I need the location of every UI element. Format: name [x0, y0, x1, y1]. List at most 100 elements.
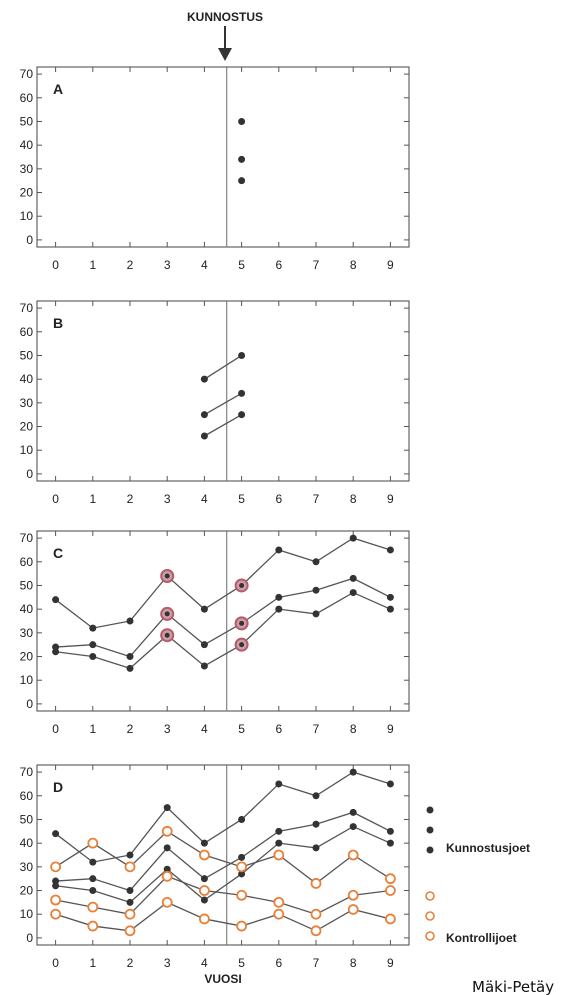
x-tick-label: 3 [164, 258, 171, 272]
series-line [204, 355, 241, 379]
x-tick-label: 6 [275, 492, 282, 506]
y-tick-label: 0 [26, 697, 33, 711]
x-tick-label: 6 [275, 258, 282, 272]
data-point [51, 910, 60, 919]
y-tick-label: 20 [20, 650, 34, 664]
legend-marker-control [426, 892, 434, 900]
data-point [89, 887, 96, 894]
data-point [238, 816, 245, 823]
data-point [51, 896, 60, 905]
data-point [200, 886, 209, 895]
x-tick-label: 1 [89, 722, 96, 736]
x-tick-label: 4 [201, 492, 208, 506]
credit-text: Mäki-Petäy [472, 978, 554, 995]
data-point [88, 903, 97, 912]
panel-a: 0 10 20 30 40 50 60 70 0 1 2 3 4 5 6 7 8 9 A [20, 67, 409, 272]
x-tick-label: 2 [127, 492, 134, 506]
data-point [238, 177, 245, 184]
x-tick-label: 6 [275, 722, 282, 736]
data-point [238, 390, 245, 397]
data-point [201, 641, 208, 648]
data-point [387, 840, 394, 847]
series-line [56, 578, 391, 656]
data-point [126, 862, 135, 871]
data-point [386, 886, 395, 895]
data-point [237, 922, 246, 931]
y-tick-label: 40 [20, 372, 34, 386]
y-tick-label: 70 [20, 301, 34, 315]
data-point [350, 769, 357, 776]
y-tick-label: 30 [20, 860, 34, 874]
data-point [127, 852, 134, 859]
x-tick-label: 4 [201, 722, 208, 736]
data-point [312, 879, 321, 888]
data-point [165, 611, 170, 616]
panel-letter: D [53, 779, 63, 795]
data-point [387, 828, 394, 835]
data-point [350, 589, 357, 596]
data-point [88, 922, 97, 931]
data-point [350, 535, 357, 542]
y-tick-label: 50 [20, 812, 34, 826]
x-tick-label: 5 [238, 492, 245, 506]
x-tick-label: 5 [238, 258, 245, 272]
data-point [313, 792, 320, 799]
y-tick-label: 60 [20, 91, 34, 105]
x-tick-label: 1 [89, 258, 96, 272]
legend-marker-restored [427, 847, 434, 854]
data-point [201, 875, 208, 882]
data-point [386, 874, 395, 883]
x-tick-label: 6 [275, 956, 282, 970]
data-point [313, 844, 320, 851]
data-point [163, 872, 172, 881]
y-tick-label: 0 [26, 467, 33, 481]
series-line [56, 902, 391, 930]
data-point [350, 823, 357, 830]
data-point [275, 780, 282, 787]
data-point [201, 840, 208, 847]
data-point [127, 899, 134, 906]
series-line [204, 415, 241, 436]
x-tick-label: 2 [127, 258, 134, 272]
y-tick-label: 50 [20, 348, 34, 362]
x-tick-label: 7 [313, 492, 320, 506]
y-tick-label: 30 [20, 626, 34, 640]
data-point [127, 665, 134, 672]
y-tick-label: 70 [20, 531, 34, 545]
legend-marker-control [426, 912, 434, 920]
y-tick-label: 60 [20, 555, 34, 569]
data-point [349, 905, 358, 914]
data-point [89, 641, 96, 648]
panel-letter: C [53, 545, 63, 561]
data-point [275, 594, 282, 601]
y-tick-label: 40 [20, 602, 34, 616]
y-tick-label: 0 [26, 233, 33, 247]
y-tick-label: 30 [20, 396, 34, 410]
data-point [387, 780, 394, 787]
y-tick-label: 10 [20, 209, 34, 223]
y-tick-label: 70 [20, 67, 34, 81]
x-tick-label: 9 [387, 492, 394, 506]
x-tick-label: 9 [387, 258, 394, 272]
data-point [163, 898, 172, 907]
data-point [312, 926, 321, 935]
y-tick-label: 20 [20, 884, 34, 898]
x-tick-label: 0 [52, 258, 59, 272]
data-point [275, 606, 282, 613]
data-point [238, 156, 245, 163]
data-point [313, 558, 320, 565]
y-tick-label: 30 [20, 162, 34, 176]
panel-c: 0 10 20 30 40 50 60 70 0 1 2 3 4 5 6 7 8 9 C [20, 531, 409, 736]
x-tick-label: 0 [52, 956, 59, 970]
data-point [52, 648, 59, 655]
series-line [56, 593, 391, 669]
data-point [127, 653, 134, 660]
panel-letter: B [53, 315, 63, 331]
y-tick-label: 10 [20, 673, 34, 687]
data-point [387, 546, 394, 553]
legend-label: Kunnostusjoet [446, 841, 530, 855]
x-tick-label: 1 [89, 956, 96, 970]
y-tick-label: 40 [20, 836, 34, 850]
data-point [201, 376, 208, 383]
x-tick-label: 3 [164, 956, 171, 970]
